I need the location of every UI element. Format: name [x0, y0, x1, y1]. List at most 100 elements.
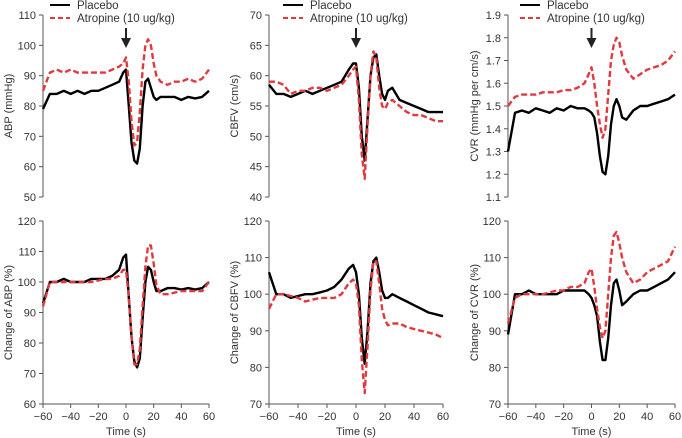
- y-tick-label: 40: [250, 192, 262, 204]
- y-axis-label: ABP (mmHg): [3, 74, 15, 139]
- y-tick-label: 1.4: [486, 124, 501, 136]
- series-placebo-line: [41, 253, 210, 369]
- series-atropine-line: [507, 36, 676, 140]
- panel-cvr: 1.1 1.2 1.3 1.4 1.5 1.6 1.7 1.8 1.9 CVR (mmHg per…: [469, 0, 676, 204]
- y-axis-label: Change of CBFV (%): [229, 261, 241, 364]
- series-placebo-line: [506, 93, 676, 176]
- y-tick-label: 80: [489, 362, 501, 374]
- x-tick-label: 0: [588, 411, 594, 423]
- x-tick-label: 40: [408, 411, 420, 423]
- legend-atropine-label: Atropine (10 ug/kg): [77, 13, 175, 25]
- legend-atropine-label: Atropine (10 ug/kg): [310, 13, 408, 25]
- x-tick-label: −20: [89, 411, 108, 423]
- y-tick-label: 110: [483, 253, 501, 265]
- y-tick-label: 45: [250, 162, 262, 174]
- y-tick-label: 80: [250, 362, 262, 374]
- y-tick-label: 90: [250, 326, 262, 338]
- arrow-head-icon: [586, 38, 597, 48]
- x-tick-label: 60: [203, 411, 215, 423]
- y-tick-label: 80: [24, 101, 36, 113]
- y-tick-label: 120: [244, 216, 262, 228]
- y-axis-label: Change of CVR (%): [469, 264, 481, 361]
- y-tick-label: 110: [18, 247, 36, 259]
- y-tick-label: 50: [24, 192, 36, 204]
- y-axis-label: CVR (mmHg per cm/s): [469, 50, 481, 161]
- series-atropine-line: [41, 38, 210, 147]
- y-tick-label: 120: [18, 216, 36, 228]
- x-tick-label: −60: [499, 411, 518, 423]
- y-tick-label: 50: [250, 131, 262, 143]
- x-tick-label: 20: [613, 411, 625, 423]
- y-tick-label: 60: [24, 399, 36, 411]
- y-tick-label: 60: [24, 162, 36, 174]
- x-tick-label: 60: [669, 411, 681, 423]
- x-tick-label: −20: [554, 411, 573, 423]
- x-tick-label: 20: [379, 411, 391, 423]
- panel-cbfv: 40 45 50 55 60 65 70 CBFV (cm/s) PlaceboAtropine…: [229, 0, 443, 204]
- x-tick-label: −60: [260, 411, 279, 423]
- x-tick-label: 40: [641, 411, 653, 423]
- legend-placebo-label: Placebo: [77, 0, 119, 12]
- y-tick-label: 70: [250, 10, 262, 22]
- series-placebo-line: [267, 256, 444, 365]
- y-tick-label: 80: [24, 338, 36, 350]
- y-tick-label: 70: [250, 399, 262, 411]
- x-tick-label: −40: [289, 411, 308, 423]
- x-axis-label: Time (s): [572, 426, 612, 438]
- y-tick-label: 1.8: [486, 33, 501, 45]
- y-tick-label: 1.3: [486, 147, 501, 159]
- series-atropine-line: [41, 244, 210, 366]
- y-tick-label: 1.1: [486, 192, 501, 204]
- arrow-head-icon: [121, 38, 131, 48]
- series-placebo-line: [41, 68, 210, 165]
- y-tick-label: 1.9: [486, 10, 501, 22]
- x-axis-label: Time (s): [336, 426, 376, 438]
- x-tick-label: 0: [353, 411, 359, 423]
- legend-placebo-label: Placebo: [547, 0, 589, 12]
- y-tick-label: 100: [18, 277, 36, 289]
- series-placebo-line: [268, 53, 443, 162]
- y-tick-label: 90: [24, 308, 36, 320]
- y-tick-label: 120: [483, 216, 501, 228]
- y-tick-label: 1.6: [486, 78, 501, 90]
- y-tick-label: 70: [24, 369, 36, 381]
- y-tick-label: 55: [250, 101, 262, 113]
- x-tick-label: 0: [123, 411, 129, 423]
- panel-cbfv-pct: 70 80 90 100 110 120 Change of CBFV (%) −60 −40−…: [229, 216, 449, 438]
- panel-abp: 50 60 70 80 90 100 110 ABP (mmHg) PlaceboAtropin…: [3, 0, 210, 204]
- y-tick-label: 1.5: [486, 101, 501, 113]
- y-tick-label: 90: [489, 326, 501, 338]
- y-tick-label: 60: [250, 71, 262, 83]
- y-tick-label: 100: [244, 289, 262, 301]
- y-tick-label: 100: [18, 40, 36, 52]
- y-tick-label: 110: [18, 10, 36, 22]
- y-axis-label: Change of ABP (%): [3, 265, 15, 360]
- series-atropine-line: [269, 50, 443, 181]
- panel-cvr-pct: 70 80 90 100 110 120 Change of CVR (%) −60 −40 −2…: [469, 216, 681, 438]
- x-tick-label: −40: [526, 411, 545, 423]
- arrow-head-icon: [351, 38, 361, 48]
- x-axis-label: Time (s): [106, 426, 146, 438]
- y-tick-label: 1.7: [486, 56, 501, 68]
- x-tick-label: −40: [61, 411, 80, 423]
- series-placebo-line: [506, 271, 676, 362]
- legend-placebo-label: Placebo: [310, 0, 352, 12]
- series-atropine-line: [267, 260, 444, 395]
- y-tick-label: 110: [244, 253, 262, 265]
- y-tick-label: 100: [483, 289, 501, 301]
- x-tick-label: −60: [34, 411, 53, 423]
- x-tick-label: 40: [175, 411, 187, 423]
- y-tick-label: 70: [24, 131, 36, 143]
- legend-atropine-label: Atropine (10 ug/kg): [547, 13, 645, 25]
- panel-abp-pct: 60 70 80 90 100 110 120 Change of ABP (%) −60 −40…: [3, 216, 215, 438]
- x-tick-label: 20: [148, 411, 160, 423]
- y-axis-label: CBFV (cm/s): [229, 75, 241, 138]
- series-atropine-line: [506, 230, 677, 340]
- y-tick-label: 90: [24, 71, 36, 83]
- y-tick-label: 1.2: [486, 169, 501, 181]
- y-tick-label: 65: [250, 40, 262, 52]
- x-tick-label: −20: [318, 411, 337, 423]
- y-tick-label: 70: [489, 399, 501, 411]
- x-tick-label: 60: [437, 411, 449, 423]
